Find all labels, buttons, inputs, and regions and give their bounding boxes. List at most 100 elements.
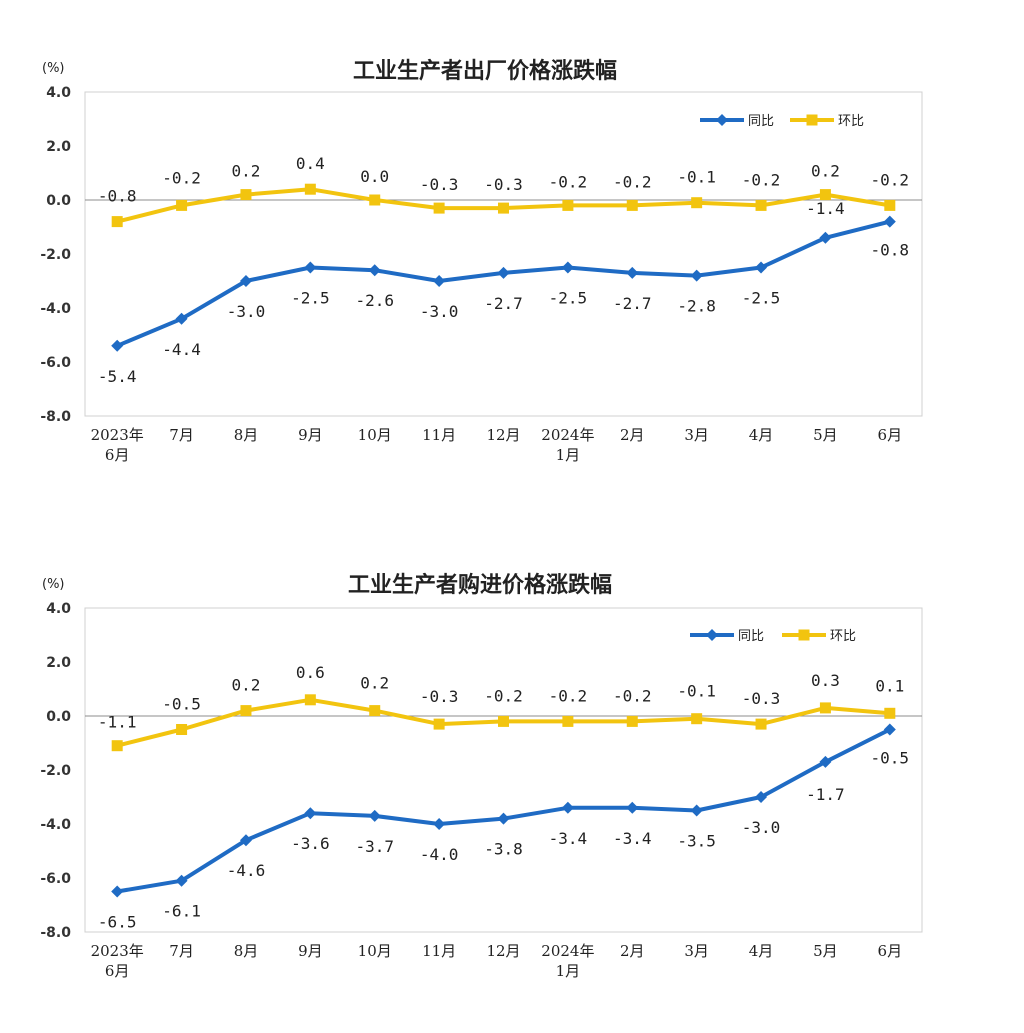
data-point — [239, 834, 252, 847]
x-tick-line: 4月 — [749, 942, 774, 960]
legend-marker — [716, 114, 728, 126]
data-point — [691, 197, 703, 209]
y-tick-label: 0.0 — [46, 709, 71, 725]
data-point — [755, 718, 767, 730]
data-label: -0.3 — [742, 689, 781, 708]
chart-title: 工业生产者出厂价格涨跌幅 — [353, 58, 617, 84]
data-point — [368, 809, 381, 822]
data-label: -2.7 — [484, 294, 523, 313]
data-point — [884, 199, 896, 211]
x-tick-line: 12月 — [486, 426, 520, 444]
data-point — [304, 261, 317, 274]
data-label: -3.0 — [420, 302, 459, 321]
data-label: -4.6 — [227, 861, 266, 880]
x-tick-line: 5月 — [813, 942, 838, 960]
data-label: -2.5 — [549, 289, 588, 308]
data-point — [819, 755, 832, 768]
data-label: 0.2 — [360, 674, 389, 693]
x-tick-label: 5月 — [813, 942, 838, 960]
x-tick-label: 7月 — [169, 942, 194, 960]
data-point — [755, 199, 767, 211]
data-label: 0.6 — [296, 663, 325, 682]
data-label: -3.6 — [291, 834, 330, 853]
data-label: -4.4 — [162, 340, 201, 359]
x-tick-label: 4月 — [749, 942, 774, 960]
data-label: -1.7 — [806, 785, 845, 804]
data-point — [561, 801, 574, 814]
legend-marker — [806, 114, 818, 126]
data-point — [626, 801, 639, 814]
x-tick-label: 3月 — [684, 942, 709, 960]
data-point — [562, 715, 574, 727]
legend-label: 环比 — [838, 114, 864, 129]
data-point — [626, 199, 638, 211]
x-tick-line: 1月 — [556, 446, 581, 464]
y-axis-unit: (%) — [42, 61, 65, 76]
data-label: -0.5 — [162, 695, 201, 714]
x-tick-line: 6月 — [878, 942, 903, 960]
data-point — [691, 713, 703, 725]
data-point — [497, 812, 510, 825]
data-label: -0.3 — [420, 175, 459, 194]
x-tick-label: 2023年 6月 — [91, 426, 144, 464]
data-label: -0.1 — [677, 682, 716, 701]
y-tick-label: 4.0 — [46, 601, 71, 617]
x-tick-label: 6月 — [878, 942, 903, 960]
data-point — [111, 885, 124, 898]
data-point — [497, 266, 510, 279]
data-point — [433, 275, 446, 287]
x-tick-label: 7月 — [169, 426, 194, 444]
x-tick-line: 6月 — [105, 446, 130, 464]
data-label: -3.8 — [484, 840, 523, 859]
data-point — [690, 804, 703, 817]
x-tick-line: 2月 — [620, 426, 645, 444]
x-tick-line: 8月 — [234, 426, 259, 444]
legend-label: 同比 — [738, 629, 764, 644]
data-label: -4.0 — [420, 845, 459, 864]
y-tick-label: -8.0 — [40, 925, 71, 941]
series-mom: -1.1 -0.5 0.2 0.6 0.2 -0.3 -0.2 -0.2 -0.2 -0.1 -0.… — [98, 663, 904, 752]
data-label: 0.3 — [811, 671, 840, 690]
data-label: -0.2 — [871, 170, 910, 189]
x-tick-label: 10月 — [358, 942, 392, 960]
data-point — [883, 723, 896, 736]
x-tick-line: 2023年 — [91, 426, 144, 444]
x-tick-label: 2023年 6月 — [91, 942, 144, 980]
series-line — [115, 219, 892, 348]
x-tick-label: 3月 — [684, 426, 709, 444]
data-label: 0.2 — [232, 162, 261, 181]
x-tick-label: 2024年 1月 — [541, 426, 594, 464]
data-point — [304, 183, 316, 195]
data-point — [176, 199, 188, 211]
data-label: -3.4 — [613, 829, 652, 848]
y-tick-label: -8.0 — [40, 409, 71, 425]
data-label: -0.2 — [742, 170, 781, 189]
data-point — [626, 715, 638, 727]
y-tick-label: 2.0 — [46, 139, 71, 155]
data-point — [883, 215, 896, 228]
x-tick-label: 12月 — [486, 426, 520, 444]
y-tick-label: 4.0 — [46, 85, 71, 101]
x-tick-line: 11月 — [422, 426, 456, 444]
data-point — [433, 202, 445, 214]
chart-title: 工业生产者购进价格涨跌幅 — [348, 572, 612, 598]
x-tick-label: 8月 — [234, 942, 259, 960]
x-tick-line: 2024年 — [541, 942, 594, 960]
x-tick-line: 6月 — [105, 962, 130, 980]
y-tick-label: -4.0 — [40, 817, 71, 833]
data-point — [111, 339, 124, 352]
x-tick-label: 11月 — [422, 426, 456, 444]
y-tick-label: -2.0 — [40, 763, 71, 779]
data-label: -0.2 — [484, 686, 523, 705]
legend-label: 同比 — [748, 114, 774, 129]
data-point — [819, 231, 832, 244]
data-label: -6.5 — [98, 913, 137, 932]
data-label: -5.4 — [98, 367, 137, 386]
data-point — [240, 705, 252, 717]
x-tick-line: 2024年 — [541, 426, 594, 444]
legend-marker — [798, 629, 810, 641]
data-label: -3.0 — [227, 302, 266, 321]
data-point — [369, 194, 381, 206]
y-axis-unit: (%) — [42, 577, 65, 592]
